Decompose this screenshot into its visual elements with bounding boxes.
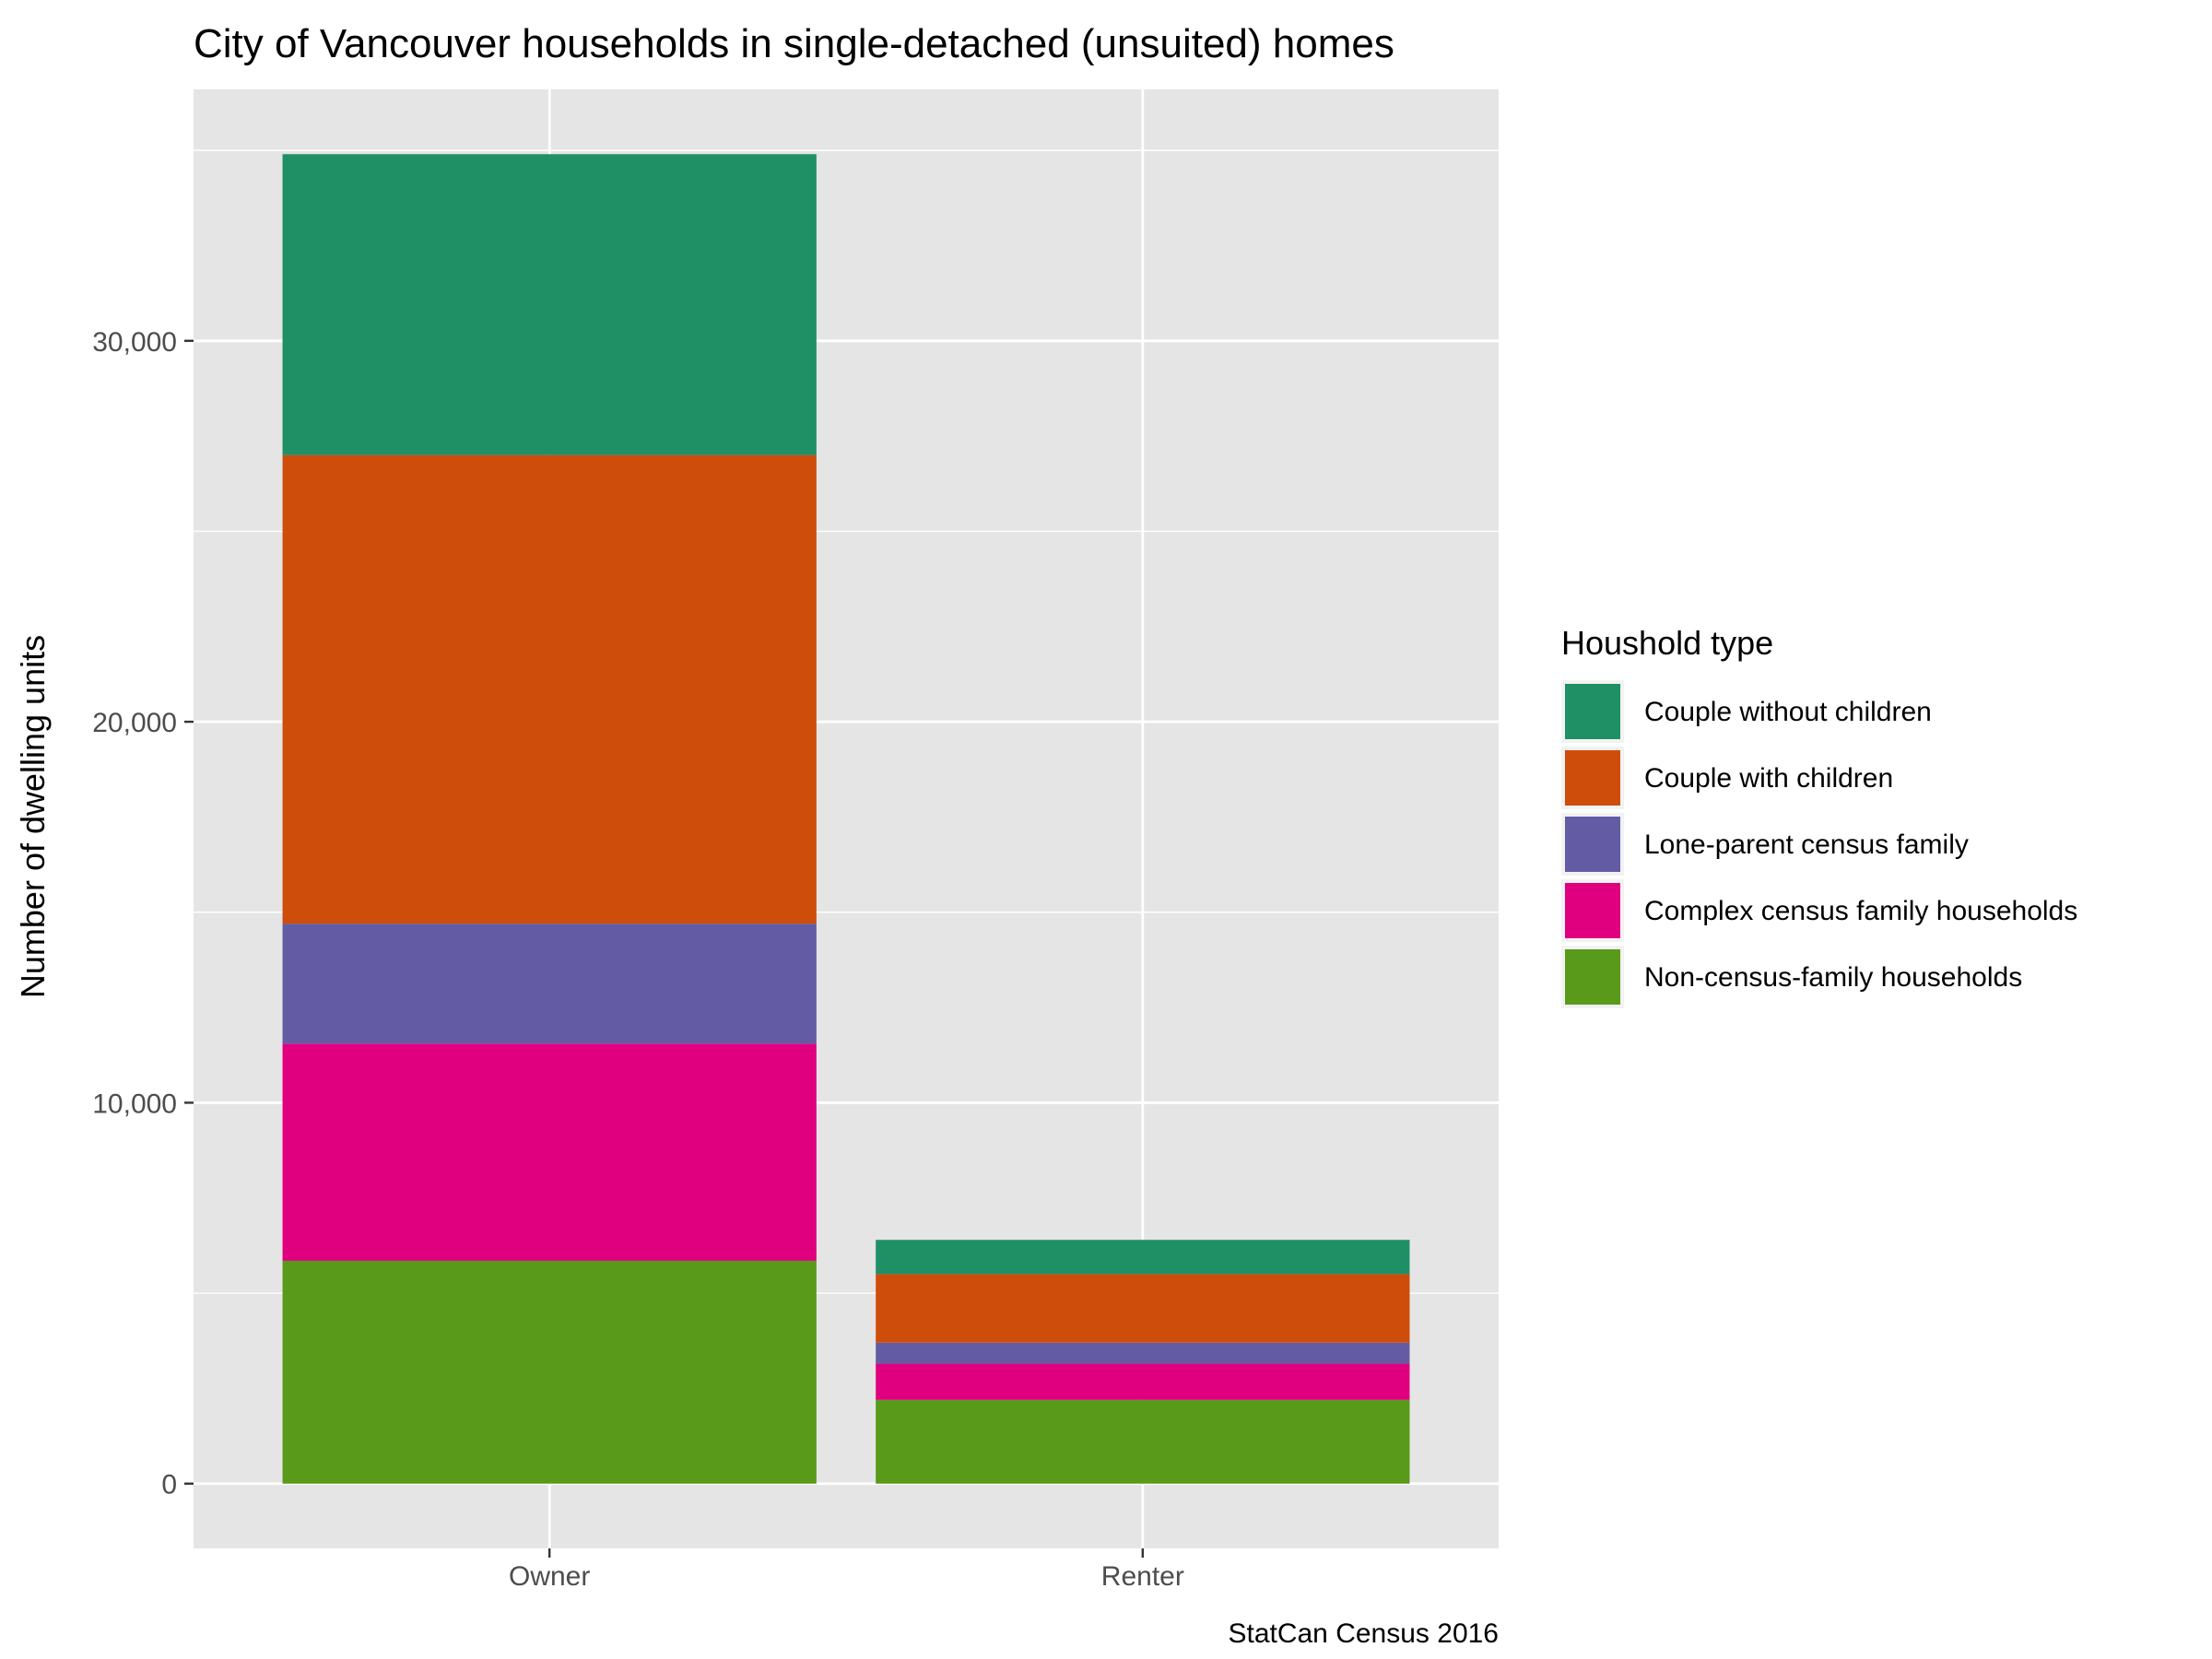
bar-renter-lone-parent-census-family	[876, 1342, 1410, 1364]
legend-label: Couple with children	[1644, 763, 1893, 794]
bar-owner-non-census-family-households	[282, 1260, 817, 1484]
x-axis: Owner Renter	[509, 1548, 1184, 1592]
legend-swatch	[1565, 750, 1620, 806]
bar-renter-couple-with-children	[876, 1274, 1410, 1343]
bars-group	[282, 154, 1410, 1484]
bar-renter-non-census-family-households	[876, 1399, 1410, 1484]
y-tick-label: 10,000	[92, 1088, 177, 1119]
legend-swatch	[1565, 817, 1620, 872]
legend-swatch	[1565, 883, 1620, 938]
y-tick-label: 20,000	[92, 708, 177, 738]
bar-owner-complex-census-family-households	[282, 1043, 817, 1261]
x-tick-label: Renter	[1101, 1561, 1184, 1592]
legend-swatch	[1565, 949, 1620, 1005]
legend-label: Complex census family households	[1644, 896, 2077, 926]
y-axis: 0 10,000 20,000 30,000	[92, 327, 194, 1500]
bar-owner-couple-without-children	[282, 154, 817, 455]
y-tick-label: 30,000	[92, 327, 177, 358]
legend-title: Houshold type	[1561, 624, 1773, 662]
y-tick-label: 0	[161, 1470, 177, 1500]
legend-label: Non-census-family households	[1644, 962, 2022, 993]
legend: Houshold type Couple without children Cou…	[1561, 624, 2077, 1008]
legend-label: Couple without children	[1644, 697, 1932, 727]
y-axis-label: Number of dwelling units	[14, 635, 52, 998]
chart-caption: StatCan Census 2016	[1228, 1618, 1499, 1649]
bar-renter-couple-without-children	[876, 1240, 1410, 1275]
legend-label: Lone-parent census family	[1644, 830, 1969, 860]
bar-renter-complex-census-family-households	[876, 1363, 1410, 1400]
legend-swatch	[1565, 684, 1620, 739]
x-tick-label: Owner	[509, 1561, 590, 1592]
chart-title: City of Vancouver households in single-d…	[194, 21, 1394, 66]
bar-owner-lone-parent-census-family	[282, 924, 817, 1044]
bar-owner-couple-with-children	[282, 454, 817, 924]
